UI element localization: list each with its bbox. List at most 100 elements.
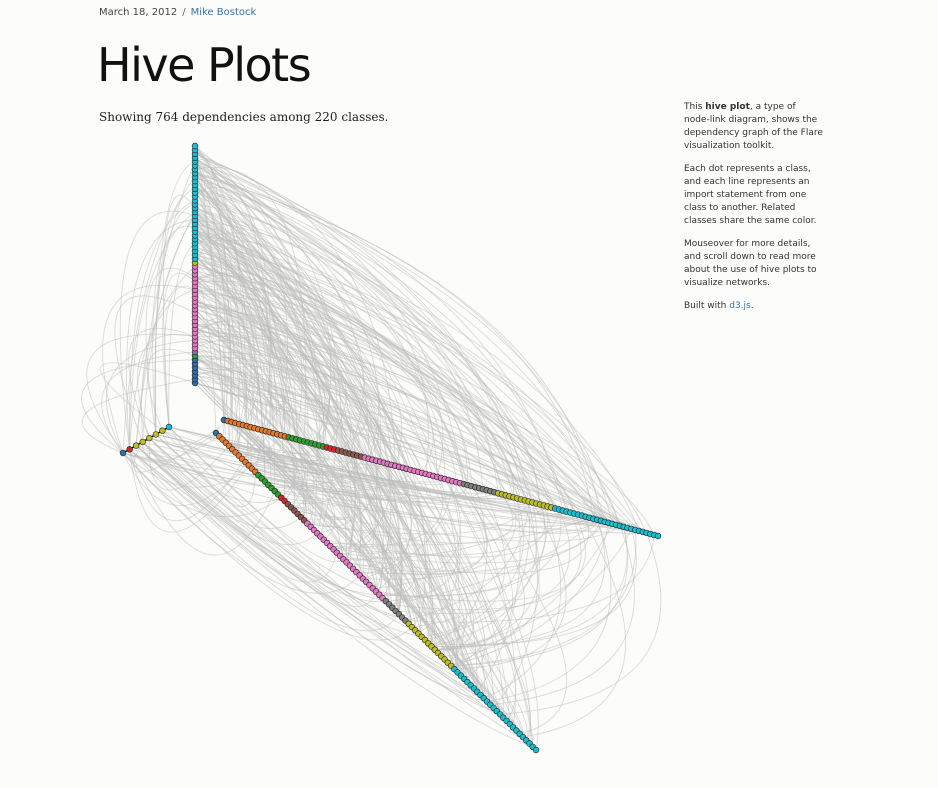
dependency-link: [459, 482, 567, 735]
dependency-link: [375, 467, 412, 592]
dependency-link: [522, 515, 626, 738]
dependency-link: [81, 359, 196, 454]
dependency-link: [486, 519, 612, 702]
dependency-link: [375, 460, 465, 664]
dependency-link: [424, 506, 549, 641]
dependency-link: [148, 437, 377, 607]
author-link[interactable]: Mike Bostock: [190, 7, 257, 18]
dependency-link: [362, 481, 453, 580]
dependency-link: [246, 425, 504, 718]
dependency-link: [287, 437, 359, 519]
dependency-link: [389, 512, 582, 611]
dependency-link: [128, 199, 196, 450]
dependency-link: [421, 488, 506, 638]
dependency-link: [194, 219, 436, 650]
dependency-link: [155, 434, 377, 592]
dependency-link: [119, 210, 196, 450]
dependency-link: [141, 289, 196, 442]
dependency-link: [194, 188, 378, 582]
sidebar-description: This hive plot, a type of node-link diag…: [684, 101, 824, 323]
dependency-link: [194, 308, 655, 536]
dependency-link: [162, 272, 196, 428]
dependency-link: [490, 525, 635, 706]
dependency-link: [163, 194, 196, 428]
dependency-link: [168, 426, 488, 702]
dependency-link: [149, 437, 368, 484]
class-node-olive[interactable]: [139, 438, 146, 446]
dependency-link: [194, 207, 384, 595]
dependency-link: [168, 426, 651, 535]
dependency-link: [194, 328, 609, 524]
dependency-link: [129, 448, 533, 748]
dependency-link: [483, 505, 562, 699]
dependency-link: [194, 149, 460, 670]
dependency-link: [194, 328, 527, 741]
dependency-link: [122, 435, 282, 488]
dependency-link: [148, 437, 530, 744]
dependency-link: [194, 180, 309, 521]
class-node-cyan[interactable]: [654, 532, 662, 540]
class-node-red[interactable]: [126, 446, 133, 453]
class-nodes[interactable]: [119, 142, 662, 754]
dependency-link: [148, 437, 282, 503]
dependency-link: [129, 266, 196, 450]
dependency-link: [129, 448, 386, 602]
class-node-olive[interactable]: [132, 442, 140, 449]
dependency-link: [164, 285, 196, 428]
class-node-cyan[interactable]: [532, 746, 540, 754]
dependency-link: [437, 528, 632, 654]
dependency-link: [155, 433, 571, 516]
instructions-paragraph: Mouseover for more details, and scroll d…: [684, 239, 817, 288]
dependency-link: [122, 452, 413, 641]
dependency-link: [194, 262, 583, 516]
class-node-steelblue[interactable]: [119, 449, 127, 457]
dependency-link: [349, 479, 485, 576]
dependency-link: [194, 153, 556, 509]
dependency-link: [336, 520, 602, 564]
dependency-link: [194, 250, 364, 579]
dependency-link: [155, 433, 400, 469]
dependency-link: [451, 529, 637, 667]
intro-paragraph: This hive plot, a type of node-link diag…: [684, 102, 823, 151]
dependency-link: [194, 274, 303, 440]
dependency-link: [450, 523, 613, 667]
class-node-cyan[interactable]: [191, 142, 199, 150]
dependency-link: [135, 445, 484, 504]
dependency-link: [155, 433, 571, 514]
d3-link[interactable]: d3.js: [729, 301, 751, 311]
post-meta: March 18, 2012 / Mike Bostock: [99, 7, 256, 18]
dependency-link: [194, 285, 240, 456]
dependency-link: [379, 509, 562, 597]
dependency-link: [135, 445, 344, 505]
dependency-link: [194, 343, 552, 508]
dependency-link: [194, 200, 433, 647]
dependency-link: [194, 161, 564, 511]
explanation-paragraph: Each dot represents a class, and each li…: [684, 164, 817, 226]
dependency-link: [129, 429, 263, 522]
dependency-link: [106, 339, 196, 454]
dependency-link: [227, 420, 527, 741]
dependency-link: [242, 424, 322, 521]
dependency-link: [142, 441, 386, 603]
dependency-link: [194, 165, 598, 520]
class-node-olive[interactable]: [152, 431, 160, 438]
class-node-olive[interactable]: [146, 434, 153, 442]
dependency-link: [161, 420, 229, 448]
class-node-olive[interactable]: [159, 427, 166, 434]
dependency-link: [142, 441, 302, 529]
dependency-link: [395, 509, 571, 614]
dependency-link: [129, 449, 250, 533]
dependency-link: [383, 462, 516, 722]
dependency-link: [168, 426, 407, 470]
dependency-link: [142, 441, 471, 686]
dependency-link: [304, 494, 514, 544]
dependency-link: [194, 157, 401, 615]
dependency-link: [149, 437, 525, 501]
dependency-link: [194, 145, 390, 605]
dependency-link: [194, 277, 465, 679]
class-node-cyan[interactable]: [165, 423, 173, 431]
meta-separator: /: [182, 7, 186, 18]
hive-plot-term: hive plot: [705, 102, 750, 112]
dependency-link: [194, 289, 621, 526]
